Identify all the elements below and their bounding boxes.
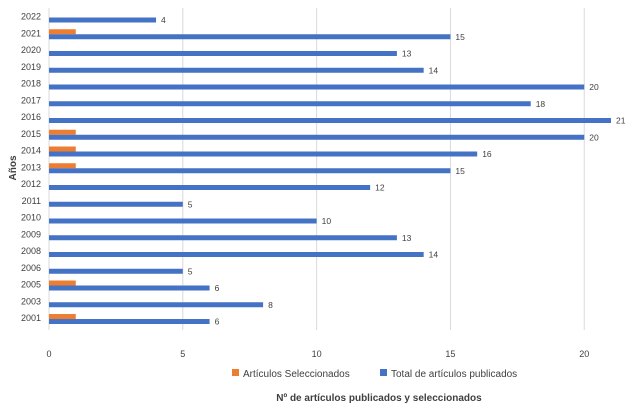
y-tick-label-2022: 2022 (21, 12, 41, 22)
bar-total-de-articulos-publicados-2010 (49, 218, 317, 224)
data-label-2022: 4 (161, 15, 166, 25)
x-tick-label-0: 0 (46, 349, 51, 359)
y-tick-label-2012: 2012 (21, 179, 41, 189)
legend-label-articulos-seleccionados: Artículos Seleccionados (243, 369, 350, 380)
data-label-2001: 6 (215, 317, 220, 327)
x-tick-label-10: 10 (312, 349, 322, 359)
x-tick-label-15: 15 (445, 349, 455, 359)
bar-total-de-articulos-publicados-2018 (49, 84, 585, 90)
data-label-2013: 15 (455, 166, 465, 176)
y-tick-label-2020: 2020 (21, 45, 41, 55)
data-label-2006: 5 (188, 266, 193, 276)
x-tick-label-5: 5 (180, 349, 185, 359)
legend: Artículos Seleccionados Total de artícul… (232, 369, 517, 380)
bar-total-de-articulos-publicados-2016 (49, 118, 611, 123)
x-tick-label-20: 20 (579, 349, 589, 359)
bar-total-de-articulos-publicados-2013 (49, 168, 451, 174)
y-tick-label-2005: 2005 (21, 280, 41, 290)
bar-total-de-articulos-publicados-2006 (49, 268, 183, 274)
data-label-2009: 13 (402, 233, 412, 243)
data-label-2011: 5 (188, 199, 193, 209)
y-tick-label-2014: 2014 (21, 146, 41, 156)
bar-articulos-seleccionados-2001 (49, 314, 76, 319)
y-tick-label-2006: 2006 (21, 263, 41, 273)
bar-articulos-seleccionados-2005 (49, 280, 76, 286)
data-label-2005: 6 (215, 283, 220, 293)
y-tick-label-2009: 2009 (21, 229, 41, 239)
data-label-2014: 16 (482, 149, 492, 159)
x-axis-title: Nº de artículos publicados y seleccionad… (276, 393, 482, 404)
y-tick-label-2017: 2017 (21, 95, 41, 105)
y-tick-label-2013: 2013 (21, 162, 41, 172)
legend-swatch-articulos-seleccionados (232, 369, 239, 376)
legend-label-total-articulos: Total de artículos publicados (391, 369, 517, 380)
bar-total-de-articulos-publicados-2017 (49, 101, 531, 107)
y-tick-label-2011: 2011 (22, 196, 41, 206)
y-tick-label-2018: 2018 (21, 79, 41, 89)
bar-total-de-articulos-publicados-2014 (49, 151, 478, 157)
bar-total-de-articulos-publicados-2021 (49, 34, 451, 40)
y-tick-label-2021: 2021 (21, 28, 41, 38)
legend-swatch-total-articulos (380, 369, 387, 376)
bar-total-de-articulos-publicados-2001 (49, 319, 210, 324)
y-tick-label-2003: 2003 (21, 296, 41, 306)
bar-total-de-articulos-publicados-2008 (49, 252, 424, 257)
bar-total-de-articulos-publicados-2005 (49, 285, 210, 291)
data-label-2012: 12 (375, 183, 385, 193)
x-axis-ticks: 0 5 10 15 20 (46, 349, 589, 359)
data-label-2016: 21 (616, 116, 626, 126)
data-label-2021: 15 (455, 32, 465, 42)
bar-total-de-articulos-publicados-2009 (49, 235, 397, 241)
bar-total-de-articulos-publicados-2003 (49, 302, 264, 308)
bar-total-de-articulos-publicados-2015 (49, 134, 585, 140)
data-label-2017: 18 (536, 99, 546, 109)
data-label-2003: 8 (268, 300, 273, 310)
bar-total-de-articulos-publicados-2022 (49, 17, 157, 23)
data-label-2010: 10 (322, 216, 332, 226)
y-tick-label-2001: 2001 (21, 313, 41, 323)
bar-articulos-seleccionados-2013 (49, 163, 76, 169)
data-label-2020: 13 (402, 49, 412, 59)
y-axis-ticks: 2001 2003 2005 2006 2008 2009 2010 2011 2012 2013… (21, 12, 41, 324)
bar-total-de-articulos-publicados-2020 (49, 51, 397, 56)
data-labels: 6 8 6 5 14 13 10 5 12 15 16 20 21 18 20 14 13 15 4 (161, 15, 626, 327)
bar-total-de-articulos-publicados-2012 (49, 185, 371, 190)
y-tick-label-2015: 2015 (21, 129, 41, 139)
bar-articulos-seleccionados-2015 (49, 129, 76, 135)
y-tick-label-2010: 2010 (21, 213, 41, 223)
data-label-2019: 14 (429, 65, 439, 75)
bar-articulos-seleccionados-2021 (49, 29, 76, 35)
y-tick-label-2016: 2016 (21, 112, 41, 122)
data-label-2018: 20 (589, 82, 599, 92)
bars (49, 17, 611, 324)
bar-total-de-articulos-publicados-2011 (49, 201, 183, 207)
data-label-2008: 14 (429, 250, 439, 260)
y-tick-label-2008: 2008 (21, 246, 41, 256)
y-tick-label-2019: 2019 (21, 62, 41, 72)
data-label-2015: 20 (589, 132, 599, 142)
y-axis-title: Años (8, 155, 19, 180)
bar-articulos-seleccionados-2014 (49, 146, 76, 152)
bar-total-de-articulos-publicados-2019 (49, 67, 424, 73)
